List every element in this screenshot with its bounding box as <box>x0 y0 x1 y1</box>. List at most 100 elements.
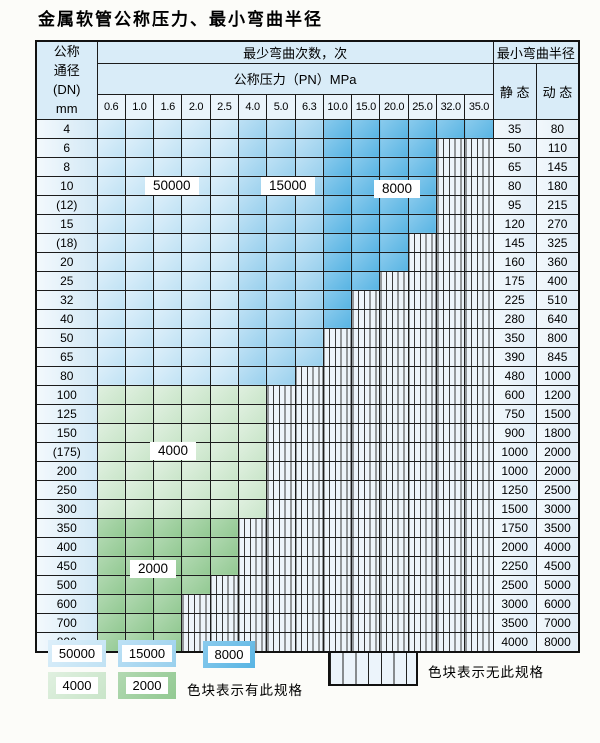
cell-no-spec <box>436 365 466 386</box>
dn-cell: 150 <box>35 422 98 443</box>
cell-no-spec <box>407 574 438 595</box>
cell-spec <box>379 137 409 158</box>
cell-no-spec <box>464 536 494 557</box>
cell-spec <box>96 384 126 405</box>
cell-spec <box>181 137 211 158</box>
cell-spec <box>181 498 211 519</box>
cell-no-spec <box>266 631 296 652</box>
legend-swatch-50000: 50000 <box>48 640 106 667</box>
cell-no-spec <box>436 213 466 234</box>
dn-header-line: (DN) <box>53 82 81 98</box>
cell-spec <box>96 422 126 443</box>
cell-no-spec <box>407 365 438 386</box>
table-row: 8 65 145 <box>35 156 580 177</box>
cell-no-spec <box>407 631 438 652</box>
cell-spec <box>237 441 268 462</box>
table-row: 100 600 1200 <box>35 384 580 405</box>
cell-no-spec <box>266 574 296 595</box>
table-row: 500 2500 5000 <box>35 574 580 595</box>
cell-no-spec <box>351 289 381 310</box>
dn-cell: (12) <box>35 194 98 215</box>
cell-spec <box>96 289 126 310</box>
cell-spec <box>181 574 211 595</box>
cell-no-spec <box>294 593 324 614</box>
cell-spec <box>124 251 155 272</box>
cell-no-spec <box>464 251 494 272</box>
cell-no-spec <box>294 612 324 633</box>
table-row: 40 280 640 <box>35 308 580 329</box>
cell-spec <box>181 270 211 291</box>
cell-no-spec <box>436 403 466 424</box>
dn-cell: 350 <box>35 517 98 538</box>
dn-header-line: 公称 <box>53 44 80 60</box>
cell-spec <box>124 365 155 386</box>
cell-no-spec <box>379 384 409 405</box>
cell-spec <box>237 460 268 481</box>
cell-spec <box>96 460 126 481</box>
dn-cell: (175) <box>35 441 98 462</box>
cell-no-spec <box>436 479 466 500</box>
cell-spec <box>96 213 126 234</box>
dynamic-radius-cell: 400 <box>535 270 580 291</box>
cell-spec <box>209 403 239 424</box>
cell-spec <box>96 498 126 519</box>
nominal-pressure-header: 公称压力（PN）MPa <box>96 62 494 95</box>
cell-spec <box>209 498 239 519</box>
cell-no-spec <box>322 327 353 348</box>
cell-spec <box>96 156 126 177</box>
cell-spec <box>209 517 239 538</box>
static-radius-cell: 3500 <box>492 612 537 633</box>
dynamic-radius-cell: 2500 <box>535 479 580 500</box>
pressure-tick: 4.0 <box>237 93 268 120</box>
cell-spec <box>153 422 183 443</box>
table-row: 400 2000 4000 <box>35 536 580 557</box>
legend-swatch-4000: 4000 <box>48 672 106 699</box>
cell-no-spec <box>351 384 381 405</box>
cell-no-spec <box>379 365 409 386</box>
cycle-label-8000: 8000 <box>374 180 421 198</box>
cell-spec <box>209 479 239 500</box>
cell-spec <box>124 327 155 348</box>
table-row: 600 3000 6000 <box>35 593 580 614</box>
static-radius-cell: 3000 <box>492 593 537 614</box>
cell-no-spec <box>266 384 296 405</box>
cell-no-spec <box>351 536 381 557</box>
cell-spec <box>237 346 268 367</box>
cell-spec <box>96 593 126 614</box>
table-row: 450 2250 4500 <box>35 555 580 576</box>
cell-no-spec <box>436 289 466 310</box>
cell-no-spec <box>379 574 409 595</box>
cell-no-spec <box>407 593 438 614</box>
cell-spec <box>153 593 183 614</box>
cell-no-spec <box>407 460 438 481</box>
cell-no-spec <box>209 612 239 633</box>
cell-spec <box>181 555 211 576</box>
static-radius-cell: 280 <box>492 308 537 329</box>
cell-no-spec <box>237 574 268 595</box>
dynamic-radius-cell: 510 <box>535 289 580 310</box>
cell-no-spec <box>436 498 466 519</box>
cell-no-spec <box>407 403 438 424</box>
cell-no-spec <box>407 251 438 272</box>
cell-no-spec <box>322 631 353 652</box>
cell-no-spec <box>351 422 381 443</box>
cell-spec <box>237 498 268 519</box>
cell-spec <box>96 517 126 538</box>
cycle-label-2000: 2000 <box>130 560 177 578</box>
cell-spec <box>181 536 211 557</box>
cell-spec <box>96 232 126 253</box>
cell-no-spec <box>464 384 494 405</box>
dn-cell: (18) <box>35 232 98 253</box>
cell-spec <box>379 213 409 234</box>
cell-spec <box>153 270 183 291</box>
cell-spec <box>436 118 466 139</box>
cell-no-spec <box>379 346 409 367</box>
table-row: 125 750 1500 <box>35 403 580 424</box>
cell-spec <box>181 289 211 310</box>
cell-no-spec <box>237 555 268 576</box>
cell-spec <box>153 384 183 405</box>
cell-spec <box>294 270 324 291</box>
dn-cell: 4 <box>35 118 98 139</box>
cell-no-spec <box>407 612 438 633</box>
cell-spec <box>266 308 296 329</box>
